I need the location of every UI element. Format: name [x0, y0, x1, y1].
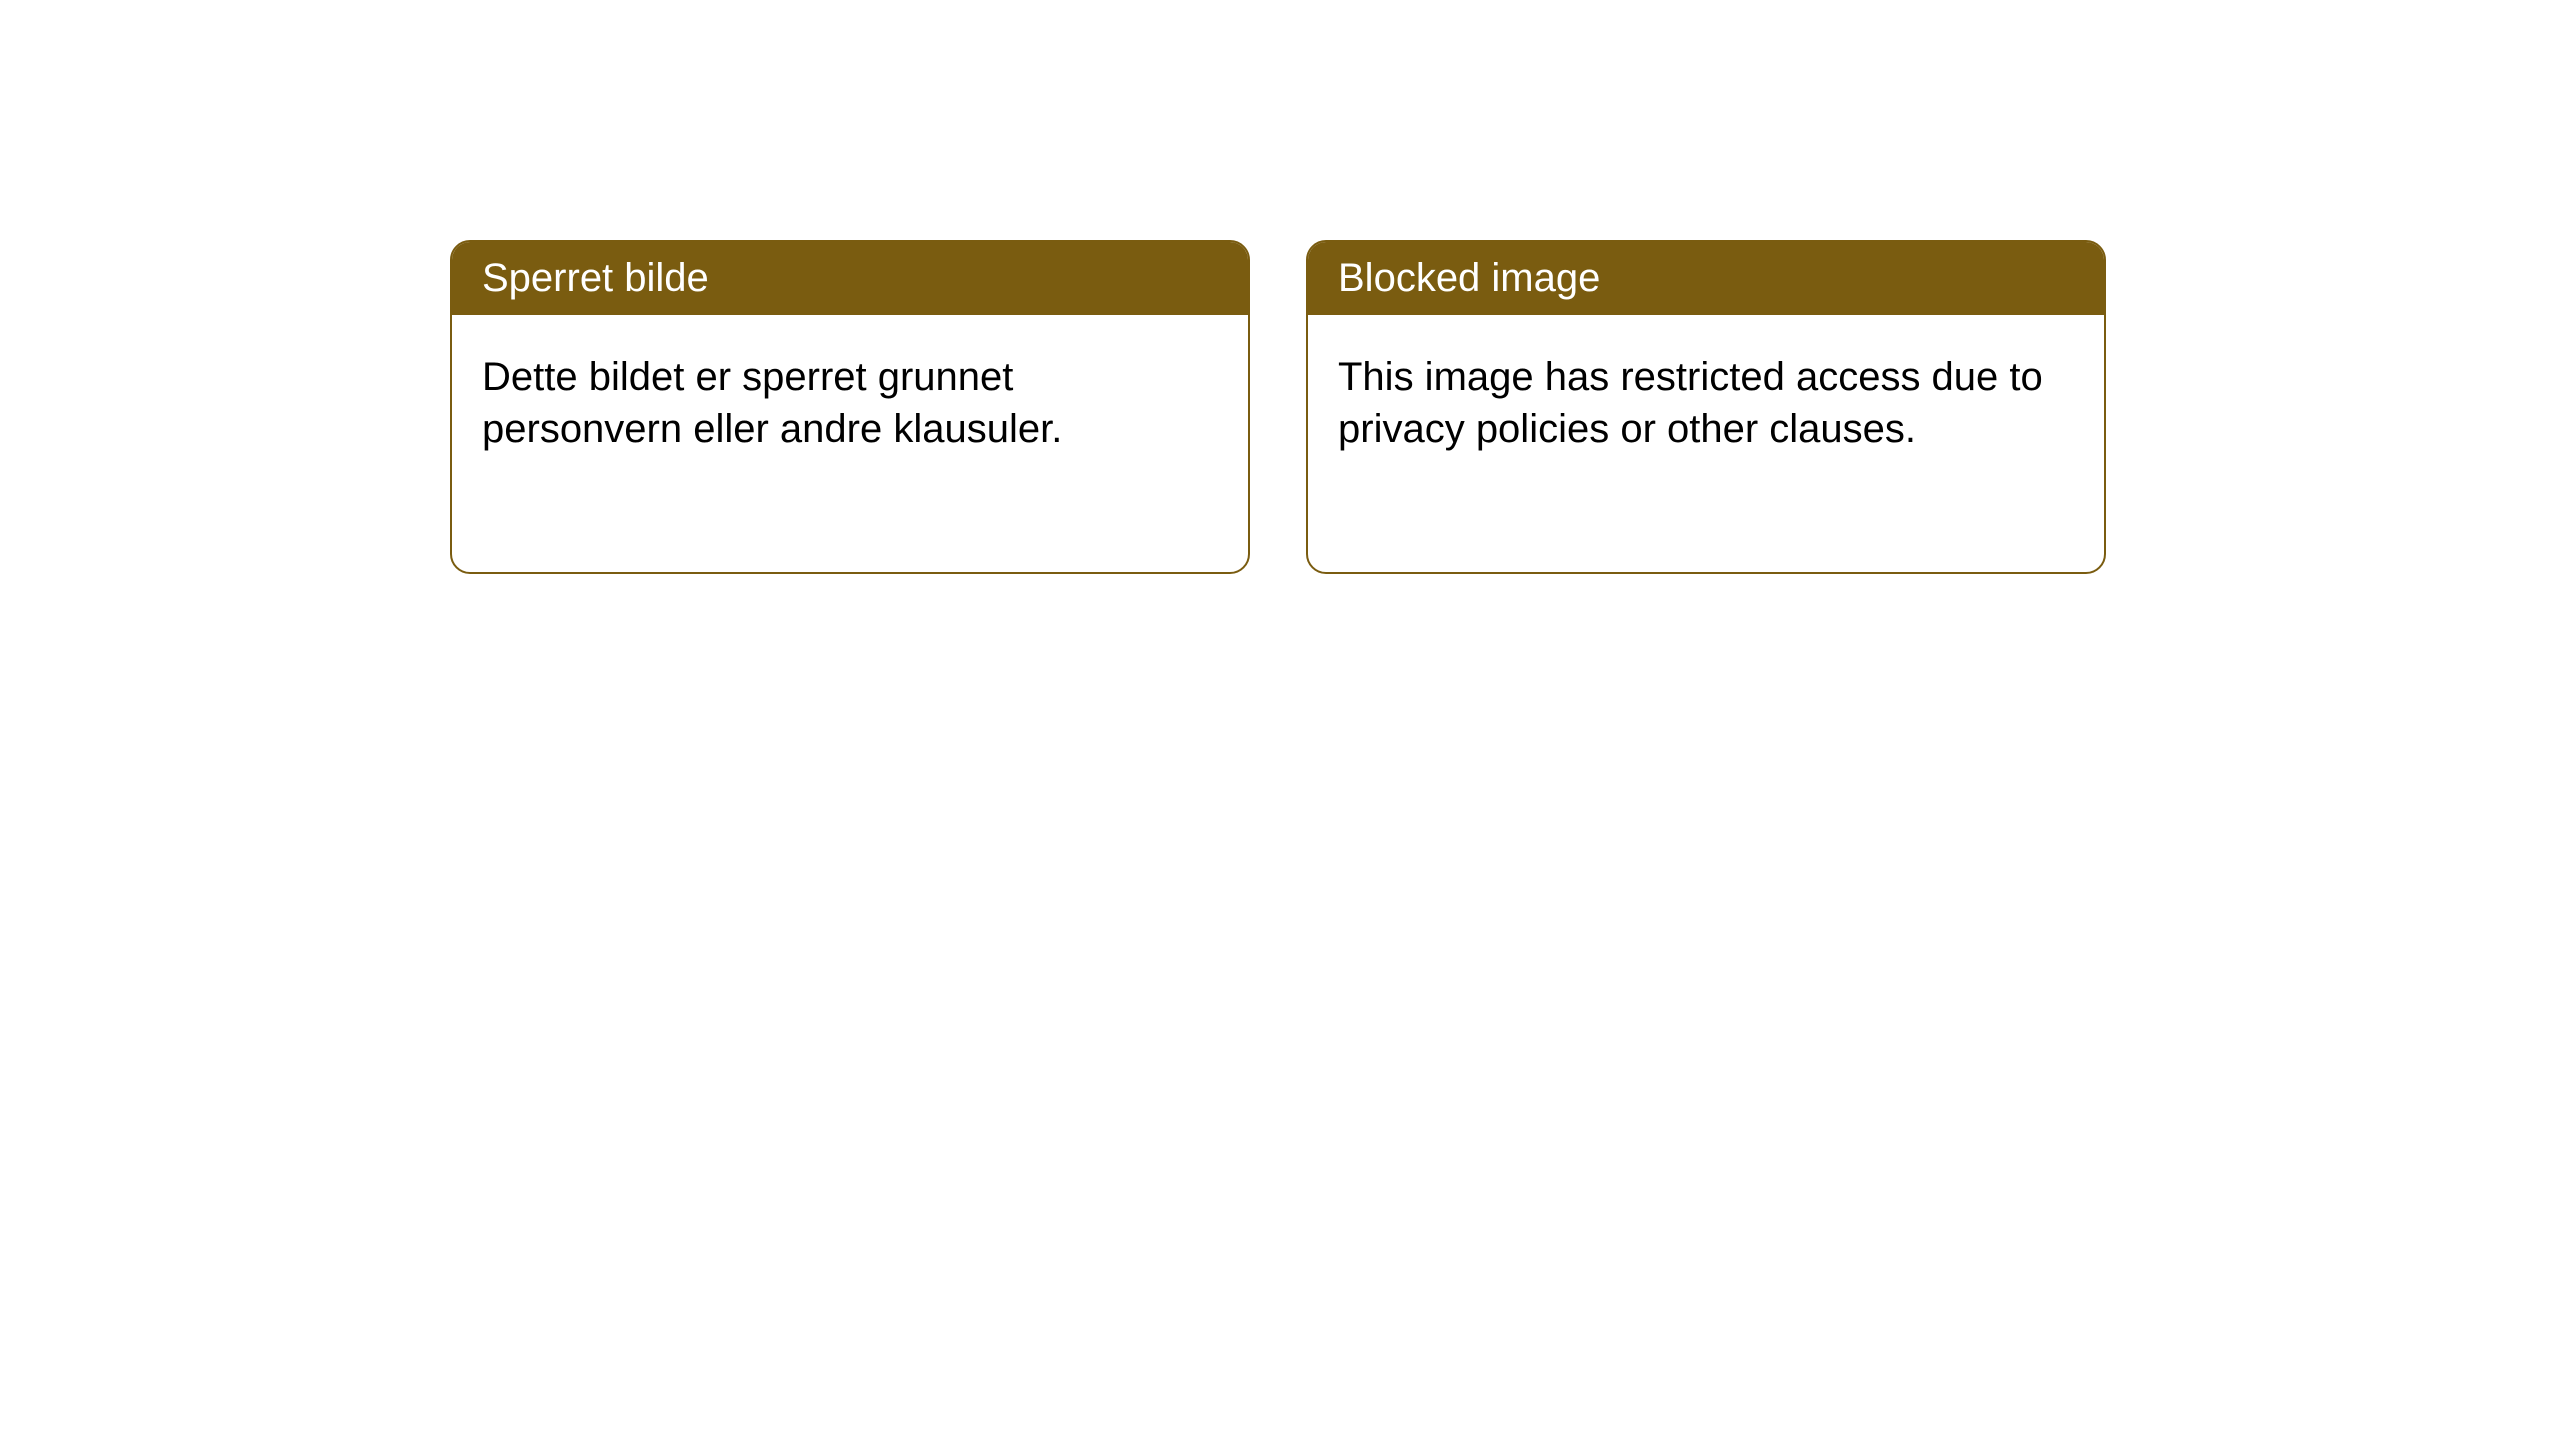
notice-title: Blocked image — [1338, 256, 1600, 300]
notice-box-english: Blocked image This image has restricted … — [1306, 240, 2106, 574]
notice-header: Blocked image — [1308, 242, 2104, 315]
notice-header: Sperret bilde — [452, 242, 1248, 315]
notice-title: Sperret bilde — [482, 256, 709, 300]
notice-body-text: Dette bildet er sperret grunnet personve… — [482, 355, 1062, 451]
notice-body-text: This image has restricted access due to … — [1338, 355, 2043, 451]
notice-container: Sperret bilde Dette bildet er sperret gr… — [450, 240, 2560, 574]
notice-body: Dette bildet er sperret grunnet personve… — [452, 315, 1248, 491]
notice-box-norwegian: Sperret bilde Dette bildet er sperret gr… — [450, 240, 1250, 574]
notice-body: This image has restricted access due to … — [1308, 315, 2104, 491]
